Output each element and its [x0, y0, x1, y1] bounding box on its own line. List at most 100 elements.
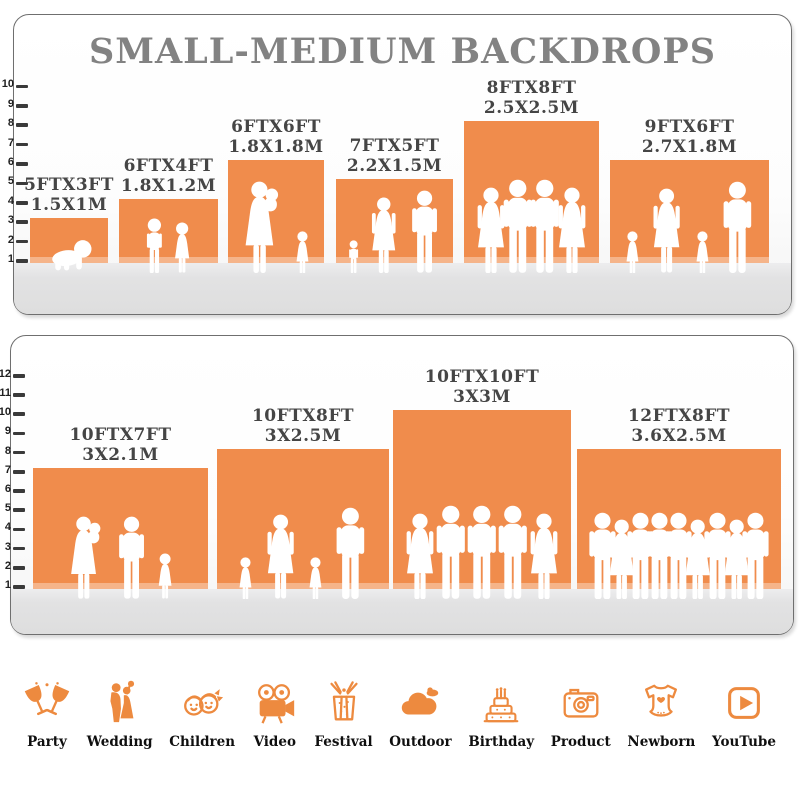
axis-tick: 4: [0, 521, 25, 533]
axis-tick-label: 7: [4, 463, 11, 476]
axis-tick-mark: [13, 527, 25, 532]
ground-strip: [14, 263, 791, 314]
backdrops-chart-top-panel: SMALL-MEDIUM BACKDROPS 1 2 3 4 5 6 7 8 9 10 5FTX3F…: [2, 14, 792, 315]
axis-tick-mark: [16, 220, 28, 224]
backdrop-size-m: 1.8X1.2M: [120, 175, 217, 196]
axis-tick-mark: [13, 393, 25, 397]
axis-tick-mark: [16, 201, 28, 205]
silhouette-woman: [262, 514, 299, 599]
axis-tick-mark: [13, 412, 25, 416]
axis-tick-mark: [13, 374, 25, 378]
category-children: Children: [169, 680, 235, 750]
silhouette-small-girl: [307, 557, 324, 599]
axis-tick: 6: [0, 483, 25, 495]
silhouette-small-girl: [237, 557, 254, 599]
silhouette-toddler: [348, 240, 359, 273]
outdoor-icon: [397, 680, 443, 726]
axis-tick-mark: [16, 259, 28, 263]
axis-tick-mark: [13, 566, 25, 570]
category-label: Outdoor: [389, 734, 452, 750]
axis-tick-label: 8: [7, 117, 14, 130]
backdrop-size-ft: 5FTX3FT: [24, 175, 114, 196]
axis-tick-label: 9: [7, 97, 14, 110]
axis-tick-label: 1: [4, 579, 11, 591]
page-title: SMALL-MEDIUM BACKDROPS: [88, 31, 717, 72]
axis-tick-label: 8: [4, 444, 11, 457]
silhouette-man: [332, 507, 369, 599]
axis-tick-mark: [13, 508, 25, 512]
category-party: Party: [24, 680, 70, 750]
axis-tick: 11: [0, 387, 25, 399]
axis-tick-label: 12: [0, 367, 11, 380]
silhouette-woman: [553, 187, 591, 273]
backdrop-bar: [228, 160, 324, 263]
silhouette-man: [719, 181, 756, 273]
axis-tick: 2: [0, 560, 25, 572]
children-icon: [179, 680, 225, 726]
category-youtube: YouTube: [712, 680, 776, 750]
newborn-icon: [638, 680, 684, 726]
birthday-icon: [478, 680, 524, 726]
axis-tick-label: 6: [7, 156, 14, 168]
backdrop-size-label: 6FTX4FT 1.8X1.2M: [121, 156, 216, 196]
axis-tick-mark: [16, 142, 28, 147]
silhouette-girl: [172, 222, 192, 273]
backdrop-size-m: 2.5X2.5M: [483, 98, 580, 119]
axis-tick: 3: [0, 541, 25, 553]
backdrop-size-ft: 6FTX6FT: [231, 117, 321, 137]
backdrop-size-label: 12FTX8FT 3.6X2.5M: [628, 406, 730, 446]
wedding-icon: [97, 680, 143, 726]
axis-tick-mark: [13, 470, 25, 474]
party-icon: [24, 680, 70, 726]
axis-tick: 7: [0, 137, 28, 149]
axis-tick: 8: [0, 445, 25, 457]
youtube-icon: [721, 680, 767, 726]
silhouette-woman: [367, 197, 401, 273]
axis-tick-label: 10: [0, 406, 11, 419]
backdrop-size-label: 6FTX6FT 1.8X1.8M: [228, 117, 323, 157]
category-row: Party Wedding Children Video Festival Outdoor…: [24, 656, 776, 750]
axis-tick-label: 2: [7, 233, 14, 246]
silhouette-girl: [156, 553, 174, 599]
silhouette-man: [115, 516, 148, 599]
silhouette-woman-baby: [241, 181, 285, 273]
backdrop-size-label: 8FTX8FT 2.5X2.5M: [484, 78, 579, 118]
backdrop-size-ft: 8FTX8FT: [486, 78, 577, 99]
backdrop-size-ft: 10FTX7FT: [69, 424, 172, 445]
axis-tick: 7: [0, 464, 25, 476]
product-icon: [558, 680, 604, 726]
axis-tick-label: 9: [4, 425, 11, 438]
backdrop-size-ft: 7FTX5FT: [349, 136, 440, 157]
backdrop-size-m: 2.7X1.8M: [641, 137, 738, 157]
category-product: Product: [551, 680, 611, 750]
festival-icon: [321, 680, 367, 726]
axis-tick-label: 3: [4, 540, 11, 553]
axis-tick: 8: [0, 117, 28, 129]
category-newborn: Newborn: [627, 680, 695, 750]
axis-tick-mark: [16, 84, 28, 89]
axis-tick: 3: [0, 214, 28, 226]
silhouette-man: [408, 190, 441, 273]
axis-tick-label: 11: [0, 387, 11, 399]
category-label: Children: [169, 734, 236, 750]
backdrop-size-m: 3.6X2.5M: [631, 425, 727, 446]
axis-tick-mark: [13, 450, 25, 455]
category-birthday: Birthday: [468, 680, 534, 750]
axis-tick: 1: [0, 253, 28, 265]
category-label: Birthday: [468, 734, 535, 750]
backdrop-size-ft: 6FTX4FT: [123, 155, 214, 176]
silhouette-small-girl: [624, 231, 641, 273]
category-label: Newborn: [627, 734, 696, 750]
axis-tick-mark: [13, 585, 25, 589]
backdrop-size-ft: 12FTX8FT: [627, 405, 731, 426]
silhouette-man: [738, 512, 773, 599]
video-icon: [252, 680, 298, 726]
axis-tick: 1: [0, 579, 25, 591]
backdrop-size-m: 3X2.1M: [82, 444, 159, 465]
axis-tick-label: 6: [4, 483, 11, 495]
backdrop-size-m: 1.5X1M: [30, 195, 108, 216]
axis-tick-label: 4: [4, 521, 11, 534]
category-wedding: Wedding: [87, 680, 153, 750]
category-label: YouTube: [712, 734, 776, 750]
